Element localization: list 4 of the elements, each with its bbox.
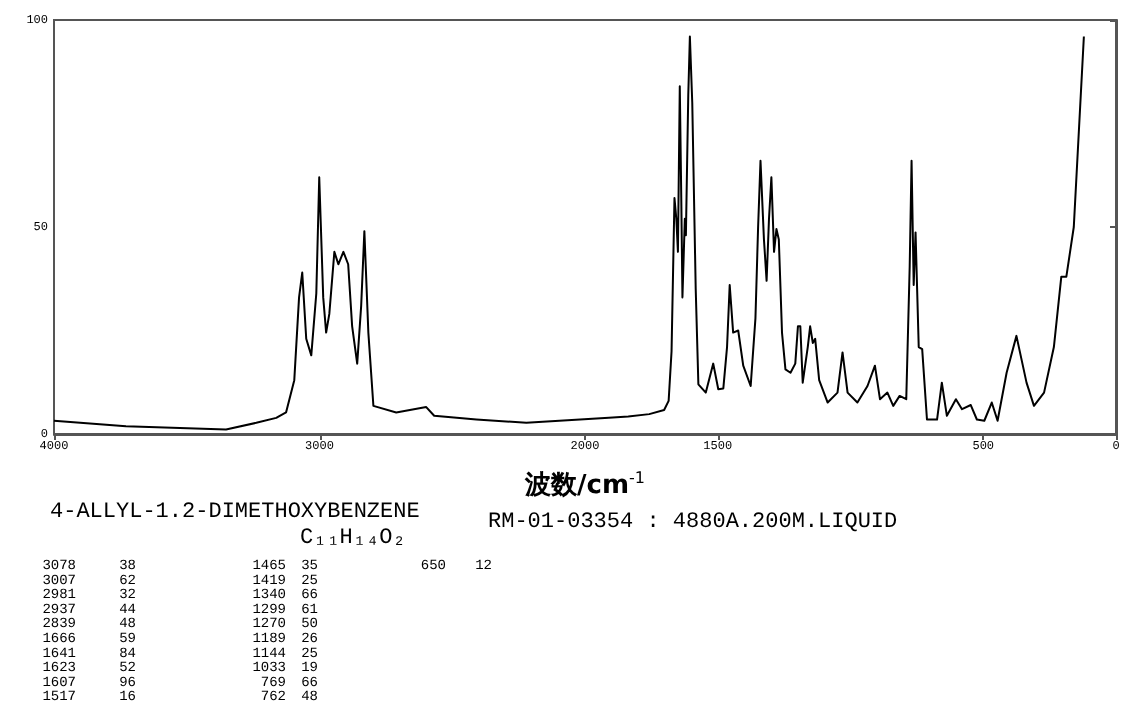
text: C₁₁H₁₄O₂ <box>300 527 406 551</box>
text: RM-01-03354 : 4880A.200M.LIQUID <box>488 511 899 535</box>
text: 4-ALLYL-1.2-DIMETHOXYBENZENE <box>50 501 421 525</box>
line-series <box>53 35 1085 431</box>
